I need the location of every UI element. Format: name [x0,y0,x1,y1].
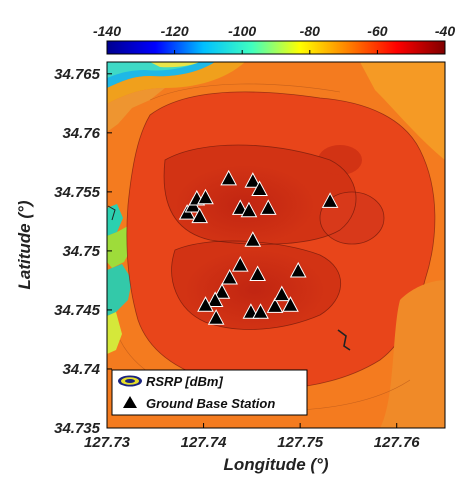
legend-label-base-station: Ground Base Station [146,396,275,411]
base-station-marker [244,231,262,247]
legend-label-rsrp: RSRP [dBm] [146,374,223,389]
x-tick-label: 127.74 [181,434,228,451]
legend-box [111,369,308,416]
legend-triangle-icon [123,396,137,408]
base-station-marker [244,172,262,188]
base-station-marker [266,297,284,313]
y-tick-label: 34.755 [54,184,101,201]
y-tick-label: 34.765 [54,66,101,83]
colorbar-tick-label: -120 [161,23,189,39]
base-station-marker [282,296,299,312]
colorbar-tick-label: -40 [435,23,455,39]
base-station-marker [251,180,268,197]
base-station-marker [240,201,258,218]
base-station-marker [207,309,225,325]
y-tick-label: 34.745 [54,302,101,319]
x-axis-label: Longitude (°) [224,455,329,474]
base-station-marker [213,283,231,299]
x-axis-ticks: 127.73 127.74 127.75 127.76 [84,423,420,451]
y-tick-label: 34.76 [62,125,100,142]
y-axis-label: Latitude (°) [15,200,34,289]
legend-contour-icon [118,375,142,387]
colorbar-tick-label: -60 [367,23,387,39]
base-station-marker [249,265,266,282]
colorbar [106,40,446,55]
coverage-heatmap [107,62,445,428]
x-tick-label: 127.73 [84,434,131,451]
base-station-markers [178,169,339,325]
base-station-marker [220,169,238,186]
colorbar-tick-label: -100 [228,23,256,39]
base-station-marker [231,199,249,215]
x-tick-label: 127.75 [277,434,324,451]
x-tick-label: 127.76 [374,434,421,451]
base-station-marker [191,207,209,224]
colorbar-tick-label: -140 [93,23,121,39]
y-axis-ticks: 34.735 34.74 34.745 34.75 34.755 34.76 34.765 [54,66,112,437]
y-tick-label: 34.75 [62,243,100,260]
base-station-marker [289,261,307,278]
base-station-marker [252,303,269,319]
base-station-marker [231,256,249,272]
base-station-marker [273,285,291,302]
base-station-marker [206,291,224,307]
y-tick-label: 34.74 [62,361,100,378]
y-tick-label: 34.735 [54,420,101,437]
colorbar-tick-label: -80 [300,23,320,39]
base-station-marker [321,192,339,208]
base-station-marker [259,199,277,215]
plot-frame [106,61,446,429]
base-station-marker [197,296,214,312]
legend: RSRP [dBm] Ground Base Station [111,369,308,416]
base-station-marker [197,188,214,205]
colorbar-ticks: -140 -120 -100 -80 -60 -40 [93,23,455,54]
base-station-marker [221,268,238,285]
